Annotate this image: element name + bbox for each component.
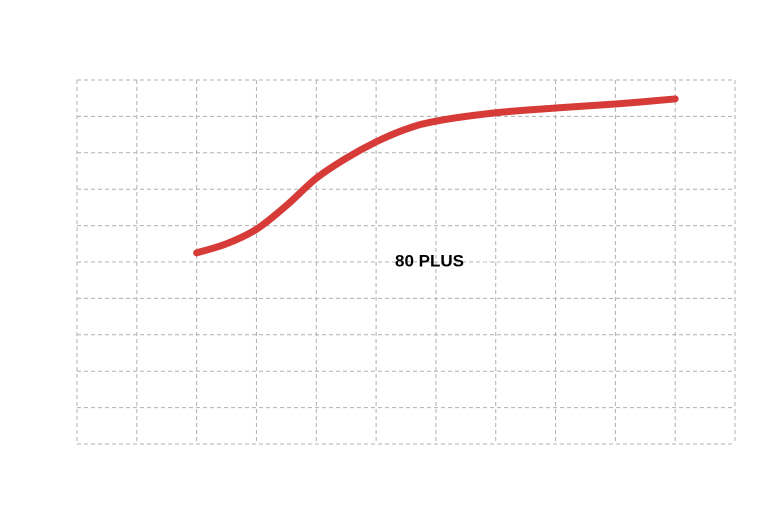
reference-label: 80 PLUS (395, 251, 464, 270)
line (193, 95, 679, 257)
